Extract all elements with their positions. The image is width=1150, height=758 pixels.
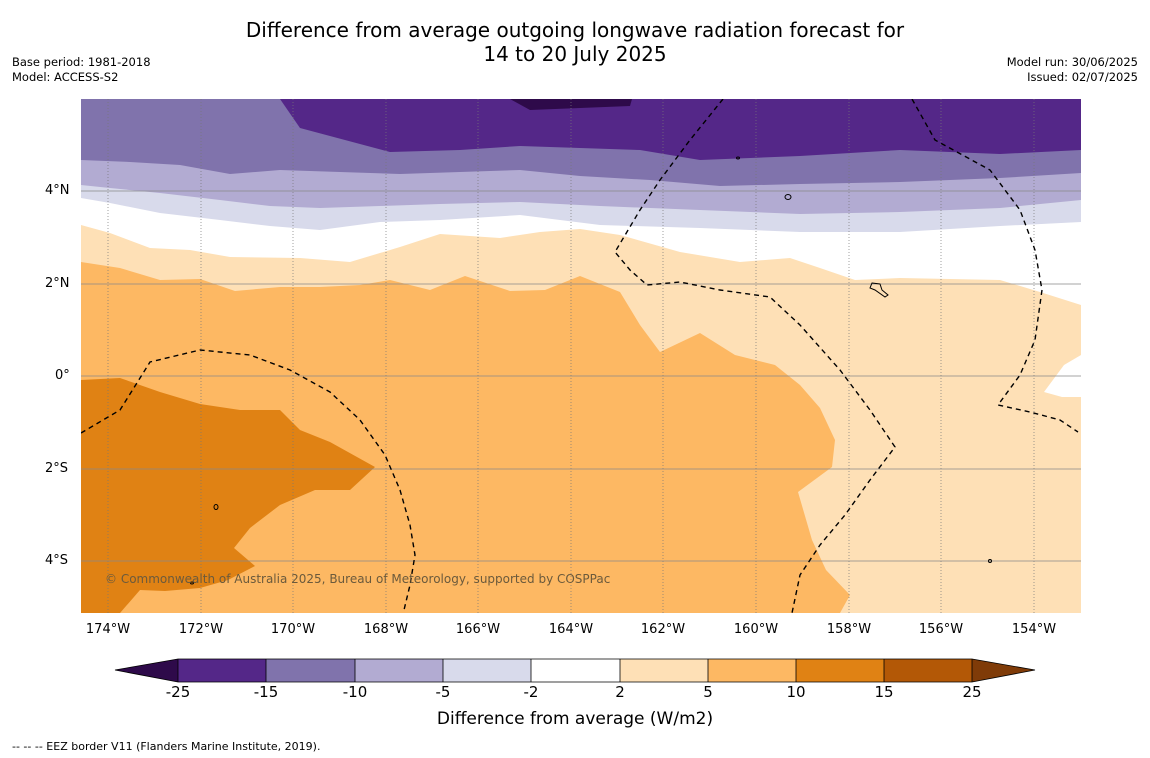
field-neg25-neg15 xyxy=(280,99,1081,160)
lon-tick: 168°W xyxy=(363,622,409,637)
colorbar-label: -15 xyxy=(253,683,279,701)
left-metadata: Base period: 1981-2018 Model: ACCESS-S2 xyxy=(12,55,151,85)
colorbar-bin xyxy=(178,659,266,682)
latitude-lines xyxy=(81,190,1081,562)
lon-tick: 160°W xyxy=(733,622,779,637)
title-line-1: Difference from average outgoing longwav… xyxy=(245,18,905,42)
colorbar-bin xyxy=(443,659,531,682)
islands xyxy=(190,156,992,585)
lon-tick: 166°W xyxy=(455,622,501,637)
colorbar-label: -2 xyxy=(523,683,539,701)
field-below-neg25 xyxy=(510,99,632,110)
model-run: Model run: 30/06/2025 xyxy=(1006,55,1138,69)
lat-tick: 4°N xyxy=(45,183,70,198)
eez-legend-note: -- -- -- EEZ border V11 (Flanders Marine… xyxy=(12,740,321,753)
colorbar-label: -10 xyxy=(342,683,368,701)
colorbar-label: -25 xyxy=(165,683,191,701)
map-field xyxy=(81,99,1081,613)
colorbar-bin xyxy=(355,659,443,682)
colorbar-bin xyxy=(708,659,796,682)
colorbar-label: -5 xyxy=(435,683,451,701)
lon-tick: 156°W xyxy=(918,622,964,637)
lat-tick: 2°S xyxy=(45,461,69,476)
issued-date: Issued: 02/07/2025 xyxy=(1027,70,1138,84)
colorbar-bin xyxy=(796,659,884,682)
lon-tick: 154°W xyxy=(1011,622,1057,637)
model-name: Model: ACCESS-S2 xyxy=(12,70,119,84)
eez-borders xyxy=(81,99,1079,613)
colorbar-label: 5 xyxy=(703,683,713,701)
colorbar-bin xyxy=(620,659,708,682)
colorbar-label: 10 xyxy=(786,683,806,701)
colorbar-bin xyxy=(531,659,620,682)
colorbar-extend-high xyxy=(972,659,1035,682)
base-period: Base period: 1981-2018 xyxy=(12,55,151,69)
map-title: Difference from average outgoing longwav… xyxy=(0,18,1150,66)
colorbar-label: 15 xyxy=(874,683,894,701)
colorbar-label: 25 xyxy=(962,683,982,701)
right-metadata: Model run: 30/06/2025 Issued: 02/07/2025 xyxy=(1007,55,1138,85)
title-line-2: 14 to 20 July 2025 xyxy=(483,42,667,66)
colorbar xyxy=(114,658,1036,683)
colorbar-extend-low xyxy=(115,659,178,682)
colorbar-label: 2 xyxy=(615,683,625,701)
lon-tick: 172°W xyxy=(178,622,224,637)
colorbar-bin xyxy=(884,659,972,682)
colorbar-bin xyxy=(266,659,355,682)
copyright-notice: © Commonwealth of Australia 2025, Bureau… xyxy=(105,572,611,586)
lon-tick: 158°W xyxy=(826,622,872,637)
lat-tick: 0° xyxy=(55,368,70,383)
lat-tick: 2°N xyxy=(45,276,70,291)
lon-tick: 164°W xyxy=(548,622,594,637)
field-5-10 xyxy=(81,262,850,613)
lon-tick: 162°W xyxy=(640,622,686,637)
lat-tick: 4°S xyxy=(45,553,69,568)
colorbar-title: Difference from average (W/m2) xyxy=(436,709,714,729)
lon-tick: 174°W xyxy=(85,622,131,637)
field-10-15 xyxy=(81,378,375,613)
lon-tick: 170°W xyxy=(270,622,316,637)
